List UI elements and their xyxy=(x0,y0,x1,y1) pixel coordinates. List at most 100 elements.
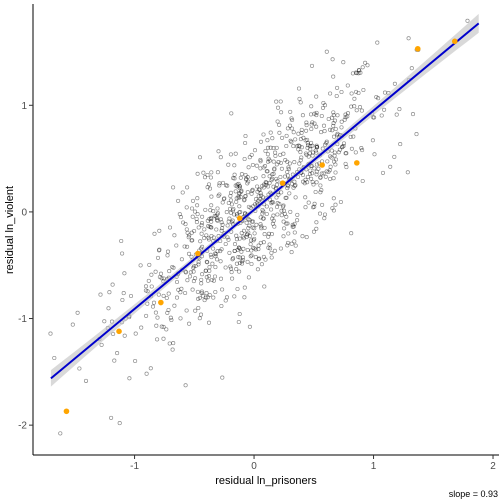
scatter-point xyxy=(236,194,241,199)
scatter-point xyxy=(232,248,237,254)
scatter-point xyxy=(289,126,295,131)
scatter-point xyxy=(295,218,300,223)
scatter-point xyxy=(360,178,365,184)
scatter-point xyxy=(290,117,295,123)
scatter-point xyxy=(215,211,220,216)
scatter-point xyxy=(215,249,220,254)
scatter-point xyxy=(249,191,254,196)
scatter-point xyxy=(219,303,224,309)
scatter-point xyxy=(249,238,254,243)
scatter-point xyxy=(284,143,289,149)
scatter-point xyxy=(236,255,241,260)
scatter-point xyxy=(178,215,183,220)
scatter-point xyxy=(128,293,134,299)
scatter-point xyxy=(312,166,317,171)
scatter-point xyxy=(287,191,292,196)
scatter-point xyxy=(112,358,117,363)
scatter-point xyxy=(239,188,244,193)
scatter-point xyxy=(311,229,317,234)
scatter-point xyxy=(242,197,247,202)
scatter-point xyxy=(356,71,361,76)
scatter-point xyxy=(188,270,193,275)
scatter-point xyxy=(157,247,162,252)
scatter-point xyxy=(292,230,297,235)
scatter-point xyxy=(271,159,276,164)
scatter-point xyxy=(304,128,309,133)
scatter-point xyxy=(228,152,233,157)
scatter-point xyxy=(199,281,204,286)
scatter-point xyxy=(196,225,201,230)
scatter-point xyxy=(206,235,211,240)
scatter-point xyxy=(248,242,253,247)
scatter-point xyxy=(319,130,324,135)
scatter-point xyxy=(232,172,237,177)
scatter-point xyxy=(310,179,315,185)
binned-point xyxy=(63,408,70,415)
scatter-point xyxy=(248,254,253,259)
scatter-point xyxy=(296,131,301,136)
scatter-point xyxy=(298,150,303,155)
scatter-point xyxy=(218,259,223,264)
scatter-point xyxy=(314,162,319,167)
scatter-point xyxy=(329,115,335,120)
scatter-point xyxy=(225,223,230,228)
scatter-point xyxy=(279,166,284,171)
scatter-point xyxy=(177,212,182,217)
scatter-point xyxy=(269,199,274,205)
scatter-point xyxy=(196,260,201,265)
scatter-point xyxy=(153,269,158,274)
axes-layer xyxy=(32,4,499,456)
scatter-point xyxy=(159,276,164,281)
scatter-point xyxy=(357,68,362,73)
scatter-point xyxy=(236,319,241,325)
scatter-point xyxy=(237,184,242,189)
scatter-point xyxy=(260,207,265,213)
scatter-point xyxy=(309,104,314,109)
scatter-point xyxy=(189,238,194,243)
scatter-point xyxy=(322,103,328,108)
scatter-point xyxy=(331,176,336,181)
scatter-point xyxy=(83,378,89,383)
scatter-point xyxy=(292,183,297,189)
scatter-point xyxy=(258,166,263,171)
scatter-point xyxy=(209,194,214,199)
scatter-point xyxy=(331,113,336,118)
scatter-point xyxy=(235,286,240,292)
scatter-point xyxy=(321,100,326,106)
scatter-point xyxy=(256,194,261,199)
scatter-point xyxy=(335,131,340,136)
scatter-point xyxy=(205,185,210,190)
scatter-point xyxy=(158,271,164,276)
scatter-point xyxy=(247,234,253,239)
scatter-point xyxy=(271,146,276,151)
scatter-point xyxy=(246,165,251,170)
scatter-point xyxy=(227,216,232,221)
scatter-point xyxy=(253,254,258,260)
scatter-point xyxy=(298,158,303,163)
scatter-point xyxy=(233,189,238,194)
scatter-point xyxy=(185,185,190,190)
scatter-point xyxy=(289,250,294,255)
scatter-point xyxy=(284,195,289,200)
scatter-point xyxy=(352,96,357,101)
scatter-point xyxy=(149,284,154,289)
binned-point xyxy=(195,250,201,257)
scatter-point xyxy=(293,137,298,142)
scatter-point xyxy=(331,110,336,115)
scatter-point xyxy=(269,250,274,255)
scatter-point xyxy=(209,170,214,175)
scatter-point xyxy=(343,112,348,117)
scatter-point xyxy=(192,228,197,234)
scatter-point xyxy=(332,118,338,123)
scatter-point xyxy=(405,170,410,175)
scatter-point xyxy=(220,222,225,227)
scatter-point xyxy=(274,182,280,187)
scatter-point xyxy=(278,99,283,104)
scatter-point xyxy=(143,284,149,289)
scatter-point xyxy=(286,167,291,172)
scatter-point xyxy=(193,263,198,269)
scatter-point xyxy=(252,231,257,236)
scatter-point xyxy=(58,431,63,436)
scatter-point xyxy=(235,182,240,187)
scatter-point xyxy=(309,140,314,145)
